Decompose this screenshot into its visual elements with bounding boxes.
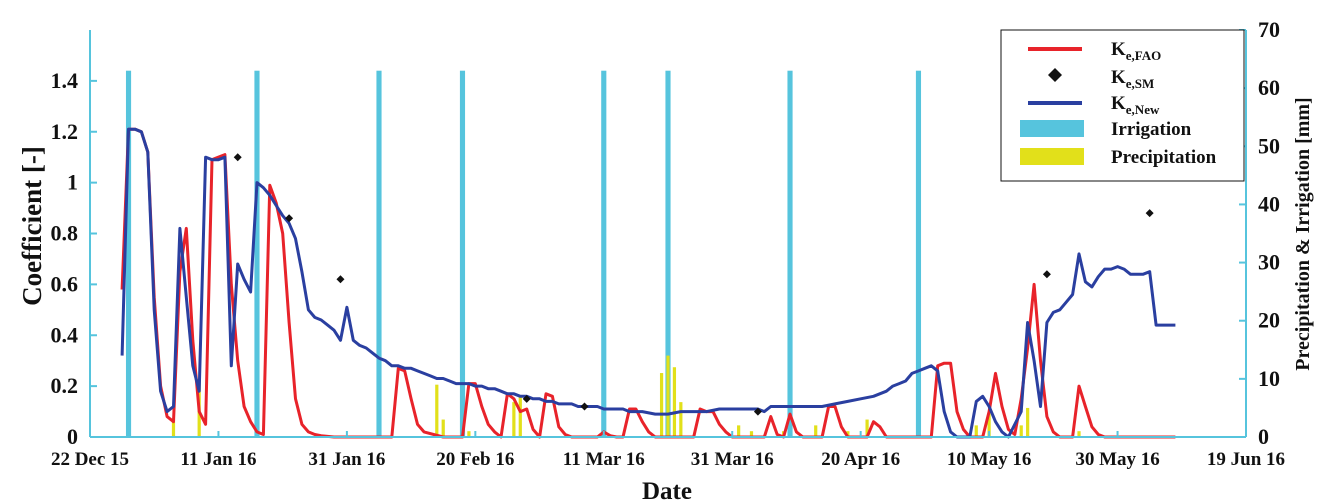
y-left-tick-label: 0.4 xyxy=(51,322,79,347)
precipitation-bar xyxy=(1077,431,1081,437)
x-tick-label: 30 May 16 xyxy=(1075,449,1159,470)
y-right-tick-label: 60 xyxy=(1258,75,1280,100)
precipitation-bar xyxy=(659,373,664,437)
y-left-tick-label: 0.8 xyxy=(51,221,79,246)
x-tick-label: 22 Dec 15 xyxy=(51,449,129,470)
precipitation-bar xyxy=(672,367,677,437)
precipitation-bar xyxy=(737,425,741,437)
y-right-tick-label: 0 xyxy=(1258,424,1269,449)
ke_new-legend-label-main: K xyxy=(1111,93,1126,114)
precipitation-bar xyxy=(666,355,670,437)
precipitation-bar xyxy=(467,431,471,437)
precipitation-bar xyxy=(846,431,850,437)
x-tick-label: 11 Jan 16 xyxy=(180,449,256,470)
y-left-tick-label: 1 xyxy=(67,170,78,195)
precipitation-bar xyxy=(512,402,516,437)
precipitation-bar xyxy=(518,396,522,437)
y-left-tick-label: 0.2 xyxy=(51,373,79,398)
y-left-tick-label: 1.2 xyxy=(51,119,79,144)
ke-sm-point xyxy=(753,407,762,416)
ke_fao-legend-label: Ke,FAO xyxy=(1111,39,1161,63)
y-axis-right-label: Precipitation & Irrigation [mm] xyxy=(1292,97,1314,370)
ke-sm-point xyxy=(522,394,531,403)
x-axis-label: Date xyxy=(642,478,692,503)
precipitation-bar xyxy=(749,431,754,437)
x-tick-label: 31 Mar 16 xyxy=(691,449,774,470)
ke_sm-legend-label-main: K xyxy=(1111,67,1126,88)
irrigation-bar xyxy=(787,70,793,437)
y-right-tick-label: 10 xyxy=(1258,366,1280,391)
irrigation-legend-swatch xyxy=(1020,120,1084,137)
x-tick-label: 31 Jan 16 xyxy=(308,449,385,470)
ke_sm-legend-swatch xyxy=(1048,68,1062,82)
y-right-tick-label: 70 xyxy=(1258,17,1280,42)
y-axis-left-label: Coefficient [-] xyxy=(17,146,47,306)
irrigation-bar xyxy=(376,70,382,437)
precipitation-bar xyxy=(865,419,869,437)
ke-sm-point xyxy=(336,275,345,284)
ke-sm-point xyxy=(285,214,294,223)
y-right-tick-label: 30 xyxy=(1258,250,1280,275)
irrigation-legend-label: Irrigation xyxy=(1111,119,1192,140)
precipitation-bar xyxy=(171,419,176,437)
irrigation-bar xyxy=(601,70,607,437)
x-tick-label: 20 Apr 16 xyxy=(821,449,900,470)
y-left-tick-label: 0.6 xyxy=(51,271,79,296)
ke_fao-legend-label-sub: e,FAO xyxy=(1126,48,1162,63)
irrigation-bar xyxy=(459,70,466,437)
precipitation-bar xyxy=(974,425,978,437)
ke_fao-legend-label-main: K xyxy=(1111,39,1126,60)
ke-sm-point xyxy=(580,402,589,411)
ke-sm-point xyxy=(1145,209,1154,218)
precipitation-bar xyxy=(987,413,991,437)
x-tick-label: 10 May 16 xyxy=(947,449,1031,470)
y-right-tick-label: 50 xyxy=(1258,133,1280,158)
irrigation-bar xyxy=(254,70,260,437)
x-tick-label: 20 Feb 16 xyxy=(436,449,514,470)
ke-sm-point xyxy=(233,153,242,162)
ke-sm-point xyxy=(1042,270,1051,279)
x-tick-label: 11 Mar 16 xyxy=(563,449,645,470)
ke_new-legend-label-sub: e,New xyxy=(1126,102,1160,117)
y-right-tick-label: 20 xyxy=(1258,308,1280,333)
precipitation-bar xyxy=(1026,407,1030,437)
precipitation-legend-label-main: Precipitation xyxy=(1111,147,1217,168)
precipitation-bar xyxy=(814,425,818,437)
y-right-tick-label: 40 xyxy=(1258,191,1280,216)
y-left-tick-label: 0 xyxy=(67,424,78,449)
bar-layer xyxy=(125,70,1081,437)
irrigation-bar xyxy=(665,70,671,437)
precipitation-legend-swatch xyxy=(1020,148,1084,165)
marker-layer xyxy=(233,153,1154,416)
precipitation-legend-label: Precipitation xyxy=(1111,147,1217,168)
ke_new-legend-label: Ke,New xyxy=(1111,93,1160,117)
x-tick-label: 19 Jun 16 xyxy=(1207,449,1285,470)
irrigation-bar xyxy=(125,70,132,437)
y-left-tick-label: 1.4 xyxy=(51,68,79,93)
precipitation-bar xyxy=(679,402,683,437)
axes-layer: 0 0.2 0.4 0.6 0.8 1 1.2 1.4 0 10 20 30 40 50 60 70 22 De… xyxy=(51,17,1286,470)
precipitation-bar xyxy=(435,384,439,437)
ke_sm-legend-label-sub: e,SM xyxy=(1126,76,1155,91)
irrigation-legend-label-main: Irrigation xyxy=(1111,119,1192,140)
precipitation-bar xyxy=(441,419,445,437)
precipitation-bar xyxy=(1019,425,1023,437)
irrigation-bar xyxy=(915,70,922,437)
ke_sm-legend-label: Ke,SM xyxy=(1111,67,1154,91)
